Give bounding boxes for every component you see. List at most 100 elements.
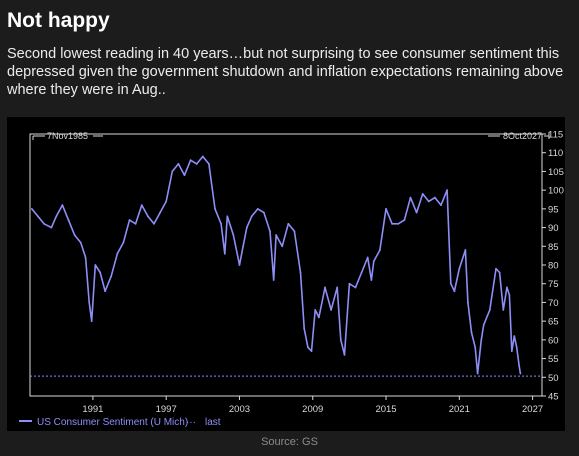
series-point — [226, 215, 229, 218]
series-point — [324, 286, 326, 289]
series-point — [310, 350, 313, 352]
legend: US Consumer Sentiment (U Mich) ··· last — [19, 417, 221, 428]
series-point — [116, 252, 119, 255]
series-points — [30, 155, 522, 375]
series-point — [466, 301, 469, 304]
series-point — [330, 309, 332, 311]
series-point — [242, 245, 245, 248]
y-tick-label: 80 — [548, 261, 559, 272]
series-point — [220, 222, 223, 225]
series-point — [385, 207, 387, 210]
series-point — [343, 353, 346, 356]
series-point — [470, 331, 473, 334]
series-point — [299, 271, 302, 274]
series-point — [508, 294, 511, 296]
start-date-label: 7Nov1985 — [47, 131, 88, 141]
x-tick-label: 2015 — [375, 404, 396, 415]
series-point — [50, 226, 53, 229]
series-point — [409, 196, 412, 199]
series-point — [73, 234, 76, 236]
series-point — [506, 286, 508, 289]
series-point — [476, 372, 479, 375]
series-point — [250, 215, 253, 218]
y-tick-label: 100 — [548, 186, 564, 197]
y-tick-label: 105 — [548, 167, 564, 178]
series-point — [515, 346, 518, 349]
series-point — [293, 230, 296, 233]
series-point — [208, 163, 210, 165]
x-tick-label: 2027 — [522, 404, 543, 415]
series-point — [287, 222, 290, 225]
page-subtitle: Second lowest reading in 40 years…but no… — [7, 46, 564, 98]
y-tick-label: 70 — [548, 298, 559, 309]
x-tick-label: 2009 — [302, 404, 323, 415]
series-point — [67, 219, 70, 221]
series-point — [238, 264, 241, 266]
series-point — [391, 222, 394, 225]
x-tick-label: 2021 — [449, 404, 470, 415]
series-point — [214, 207, 216, 210]
series-point — [510, 350, 513, 352]
x-tick-label: 1997 — [156, 404, 177, 415]
y-tick-label: 60 — [548, 335, 559, 346]
page-title: Not happy — [7, 9, 110, 32]
series-point — [140, 204, 143, 207]
y-axis: 45 50 55 60 65 70 75 80 85 90 95 100 105 110 115 — [542, 130, 564, 403]
series-point — [397, 222, 400, 225]
y-tick-label: 50 — [548, 373, 559, 384]
series-point — [495, 267, 497, 270]
series-point — [99, 271, 102, 274]
series-point — [306, 346, 309, 349]
series-point — [421, 192, 424, 195]
series-point — [61, 204, 64, 207]
consumer-sentiment-chart: 7Nov1985 8Oct2027 45 50 55 60 65 70 75 80 85 90 95… — [19, 130, 564, 428]
series-point — [201, 155, 204, 158]
y-tick-label: 55 — [548, 354, 559, 365]
y-tick-label: 45 — [548, 392, 559, 403]
series-point — [317, 316, 320, 319]
series-point — [518, 365, 521, 367]
series-point — [453, 290, 456, 293]
legend-series-label: US Consumer Sentiment (U Mich) — [37, 417, 188, 428]
series-point — [433, 196, 436, 199]
series-point — [482, 323, 485, 326]
series-point — [366, 256, 369, 259]
series-point — [370, 279, 373, 281]
series-point — [55, 215, 58, 218]
series-point — [90, 320, 93, 323]
series-point — [314, 309, 317, 311]
series-point — [195, 163, 198, 165]
series-point — [104, 290, 107, 293]
legend-last-label: last — [205, 417, 221, 428]
y-tick-label: 95 — [548, 204, 559, 215]
series-point — [415, 211, 418, 214]
series-point — [223, 252, 226, 255]
series-point — [427, 200, 430, 203]
series-point — [88, 301, 91, 304]
series-point — [272, 279, 275, 281]
series-point — [513, 335, 516, 338]
series-point — [183, 174, 186, 177]
series-point — [110, 275, 113, 278]
series-point — [171, 170, 174, 173]
series-point — [256, 207, 259, 210]
series-point — [275, 234, 278, 236]
series-point — [403, 219, 406, 221]
series-point — [303, 327, 306, 330]
series-point — [502, 309, 505, 311]
series-point — [134, 222, 137, 225]
series-point — [449, 282, 452, 285]
series-point — [146, 215, 149, 218]
series-point — [379, 249, 381, 251]
y-tick-label: 110 — [548, 148, 563, 159]
plot-frame — [29, 133, 543, 397]
series-point — [348, 282, 351, 285]
series-point — [153, 222, 155, 225]
end-date-label: 8Oct2027 — [503, 131, 542, 141]
y-tick-label: 85 — [548, 242, 559, 253]
series-point — [232, 234, 235, 236]
series-point — [262, 211, 265, 214]
series-point — [189, 159, 192, 162]
series-point — [37, 215, 39, 218]
y-tick-label: 65 — [548, 317, 559, 328]
